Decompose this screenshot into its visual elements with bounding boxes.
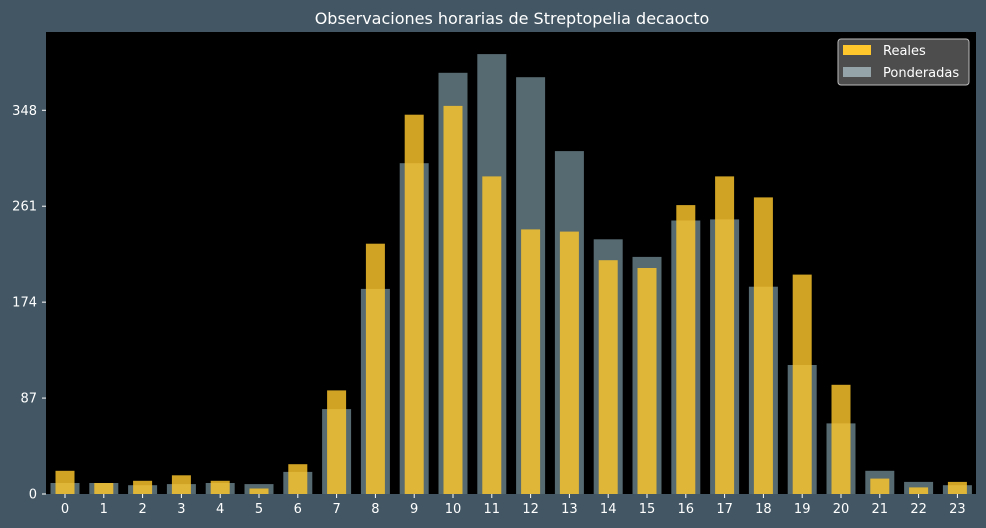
plot-area — [46, 32, 976, 494]
x-tick-label: 6 — [294, 502, 302, 517]
x-tick-label: 0 — [61, 502, 69, 517]
bar-reales-21 — [870, 478, 890, 494]
x-tick-label: 23 — [949, 502, 966, 517]
x-tick-label: 9 — [410, 502, 418, 517]
x-axis: 0 1 2 3 4 5 6 7 8 9 10 11 12 13 14 15 16 17 18 19 20 21 22 23 — [61, 494, 966, 517]
x-tick-label: 18 — [755, 502, 772, 517]
bar-reales-4 — [210, 480, 230, 494]
legend: Reales Ponderadas — [837, 38, 970, 86]
bar-reales-3 — [171, 475, 191, 494]
bar-reales-23 — [947, 481, 967, 494]
bar-reales-16 — [676, 205, 696, 494]
bar-reales-19 — [792, 274, 812, 494]
legend-label-ponderadas: Ponderadas — [883, 66, 959, 81]
legend-swatch-reales — [843, 45, 871, 55]
x-tick-label: 8 — [371, 502, 379, 517]
x-tick-label: 12 — [522, 502, 539, 517]
legend-label-reales: Reales — [883, 44, 926, 59]
y-tick-label: 0 — [29, 488, 37, 503]
bar-reales-7 — [327, 390, 347, 494]
y-axis: 0 87 174 261 348 — [12, 104, 46, 503]
y-tick-label: 348 — [12, 104, 37, 119]
x-tick-label: 5 — [255, 502, 263, 517]
x-tick-label: 4 — [216, 502, 224, 517]
x-tick-label: 17 — [716, 502, 733, 517]
x-tick-label: 7 — [332, 502, 340, 517]
bar-reales-17 — [715, 176, 735, 494]
chart-title: Observaciones horarias de Streptopelia d… — [315, 9, 710, 28]
x-tick-label: 19 — [794, 502, 811, 517]
bar-reales-10 — [443, 105, 463, 495]
bar-reales-2 — [133, 480, 153, 494]
x-tick-label: 1 — [100, 502, 108, 517]
bar-reales-9 — [404, 114, 424, 494]
legend-swatch-ponderadas — [843, 67, 871, 77]
x-tick-label: 3 — [177, 502, 185, 517]
y-tick-label: 87 — [20, 392, 37, 407]
x-tick-label: 15 — [639, 502, 656, 517]
bar-reales-22 — [909, 487, 929, 494]
x-tick-label: 22 — [910, 502, 927, 517]
bar-reales-6 — [288, 464, 308, 494]
bar-reales-12 — [521, 229, 541, 494]
series-reales — [55, 105, 967, 495]
y-tick-label: 174 — [12, 296, 37, 311]
y-tick-label: 261 — [12, 200, 37, 215]
x-tick-label: 13 — [561, 502, 578, 517]
bar-reales-18 — [753, 197, 773, 494]
bar-reales-15 — [637, 268, 657, 494]
x-tick-label: 2 — [138, 502, 146, 517]
x-tick-label: 10 — [445, 502, 462, 517]
x-tick-label: 21 — [872, 502, 889, 517]
x-tick-label: 20 — [833, 502, 850, 517]
x-tick-label: 11 — [484, 502, 501, 517]
bar-reales-5 — [249, 488, 269, 494]
x-tick-label: 16 — [678, 502, 695, 517]
x-tick-label: 14 — [600, 502, 617, 517]
bar-reales-11 — [482, 176, 502, 494]
bar-reales-1 — [94, 483, 114, 494]
bar-reales-8 — [365, 243, 385, 494]
bar-reales-14 — [598, 260, 618, 494]
bar-reales-13 — [559, 231, 579, 494]
bar-reales-0 — [55, 470, 75, 494]
bar-reales-20 — [831, 384, 851, 494]
